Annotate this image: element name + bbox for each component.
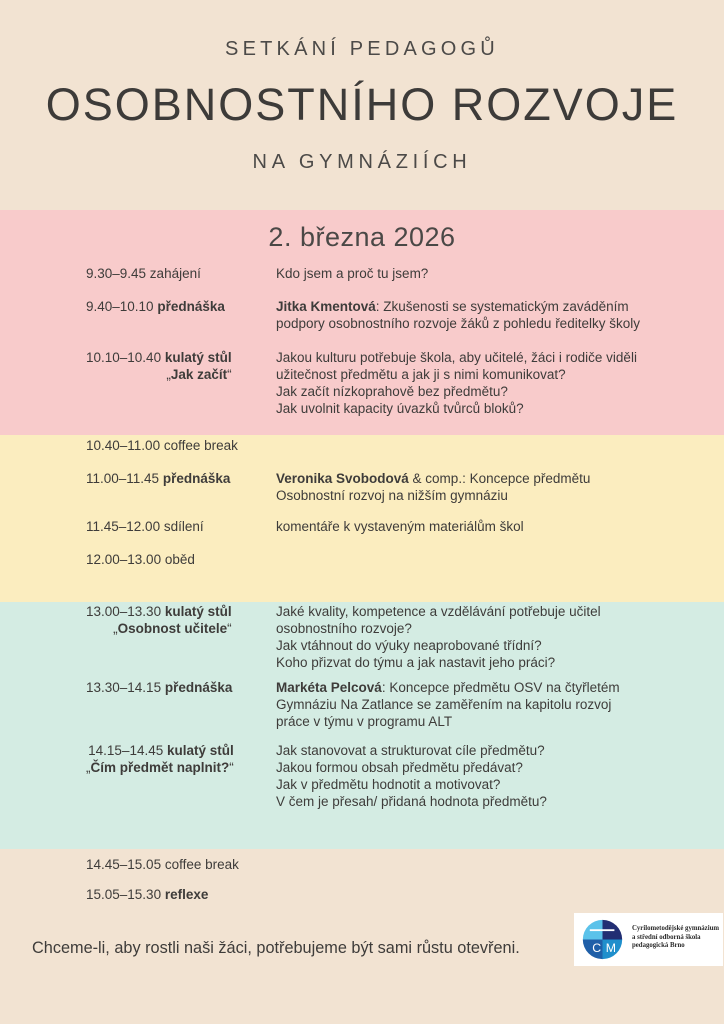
svg-text:C: C	[592, 941, 601, 955]
svg-text:M: M	[606, 941, 616, 955]
